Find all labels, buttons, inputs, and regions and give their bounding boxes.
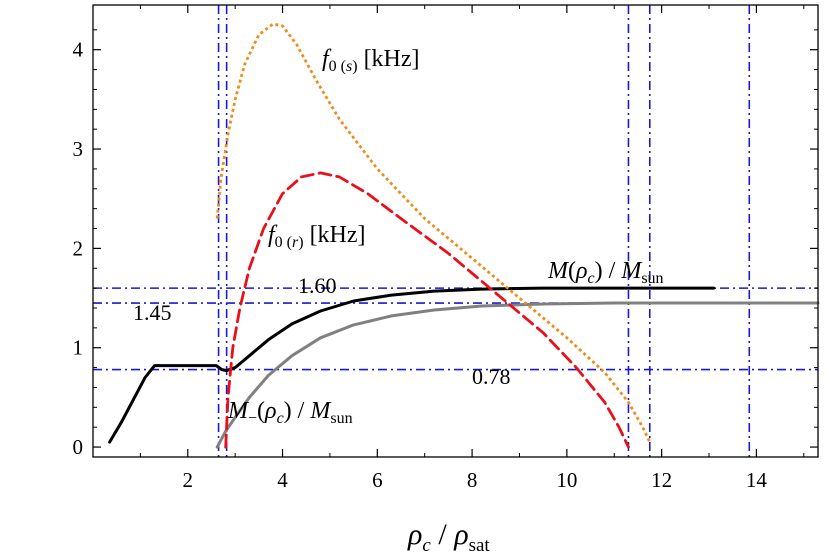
x-tick-label: 2: [183, 468, 194, 492]
x-tick-label: 14: [746, 468, 768, 492]
series-line-2: [224, 171, 630, 449]
plot-frame: [92, 4, 819, 458]
x-tick-label: 8: [467, 468, 478, 492]
annotation-mass: M(ρc) / Msun: [547, 258, 664, 287]
y-tick-label: 4: [73, 38, 84, 62]
annotation-f0r: f0 (r) [kHz]: [268, 222, 366, 251]
x-tick-label: 10: [556, 468, 577, 492]
y-tick-label: 1: [73, 336, 84, 360]
x-tick-label: 6: [372, 468, 383, 492]
y-tick-label: 2: [73, 236, 84, 260]
series-line-0: [108, 286, 716, 444]
y-tick-label: 0: [73, 435, 84, 459]
reference-lines: [93, 5, 818, 457]
label-1.60: 1.60: [298, 273, 337, 298]
label-1.45: 1.45: [133, 300, 172, 325]
annotation-f0s: f0 (s) [kHz]: [322, 46, 420, 75]
x-tick-label: 4: [277, 468, 288, 492]
x-tick-label: 12: [651, 468, 672, 492]
series-line-1: [215, 301, 820, 449]
y-tick-label: 3: [73, 137, 84, 161]
annotation-mass-minus: M−(ρc) / Msun: [227, 398, 353, 427]
label-0.78: 0.78: [472, 364, 511, 389]
series-line-3: [215, 22, 652, 443]
x-axis-label: ρc / ρsat: [407, 518, 490, 556]
curves: [108, 22, 820, 449]
